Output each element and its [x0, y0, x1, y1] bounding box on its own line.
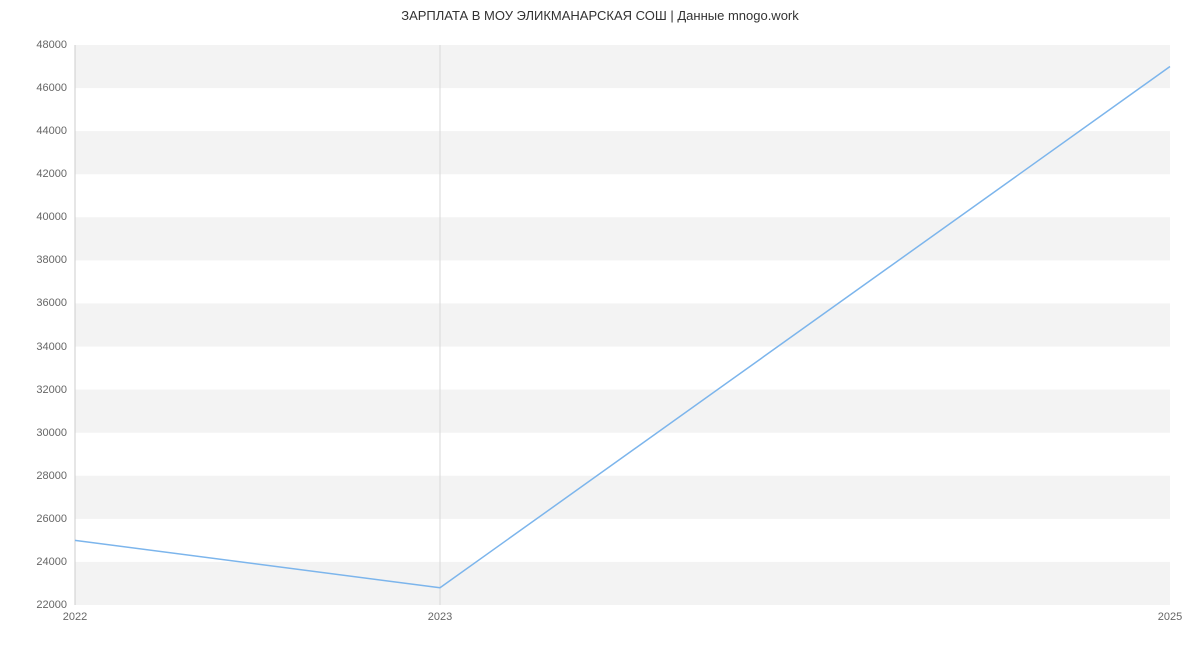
x-tick-label: 2022 [63, 605, 87, 623]
plot-area: 2200024000260002800030000320003400036000… [75, 45, 1170, 605]
y-tick-label: 46000 [36, 82, 75, 94]
y-tick-label: 40000 [36, 211, 75, 223]
y-tick-label: 30000 [36, 427, 75, 439]
grid-band [75, 45, 1170, 88]
y-tick-label: 26000 [36, 513, 75, 525]
y-tick-label: 34000 [36, 341, 75, 353]
plot-svg [75, 45, 1170, 605]
y-tick-label: 36000 [36, 297, 75, 309]
grid-band [75, 476, 1170, 519]
y-tick-label: 44000 [36, 125, 75, 137]
grid-band [75, 562, 1170, 605]
grid-band [75, 303, 1170, 346]
grid-band [75, 217, 1170, 260]
chart-container: ЗАРПЛАТА В МОУ ЭЛИКМАНАРСКАЯ СОШ | Данны… [0, 0, 1200, 650]
x-tick-label: 2025 [1158, 605, 1182, 623]
y-tick-label: 28000 [36, 470, 75, 482]
grid-band [75, 131, 1170, 174]
y-tick-label: 38000 [36, 254, 75, 266]
x-tick-label: 2023 [428, 605, 452, 623]
y-tick-label: 24000 [36, 556, 75, 568]
chart-title: ЗАРПЛАТА В МОУ ЭЛИКМАНАРСКАЯ СОШ | Данны… [0, 8, 1200, 23]
y-tick-label: 32000 [36, 384, 75, 396]
grid-band [75, 390, 1170, 433]
y-tick-label: 48000 [36, 39, 75, 51]
y-tick-label: 42000 [36, 168, 75, 180]
